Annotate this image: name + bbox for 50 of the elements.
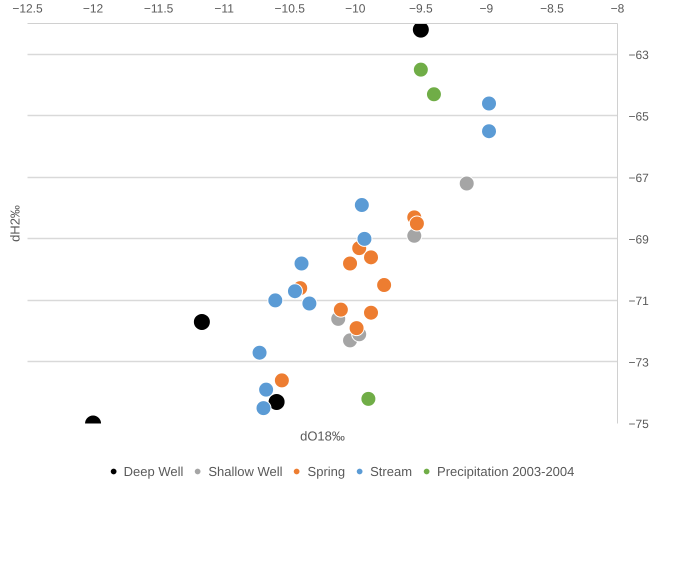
x-tick-label: −9 bbox=[480, 2, 494, 16]
point bbox=[481, 96, 498, 112]
point bbox=[348, 320, 365, 336]
y-tick-label: −69 bbox=[628, 232, 650, 246]
point bbox=[286, 283, 303, 300]
x-tick-label: −11 bbox=[214, 2, 234, 16]
point bbox=[376, 277, 392, 294]
point bbox=[412, 24, 429, 38]
x-tick-label: −10 bbox=[345, 2, 366, 16]
point bbox=[363, 304, 380, 321]
legend-label: Stream bbox=[370, 464, 412, 478]
x-tick-label: −8.5 bbox=[540, 2, 564, 16]
point bbox=[458, 176, 475, 192]
legend-label: Spring bbox=[308, 464, 346, 478]
x-tick-label: −10.5 bbox=[274, 2, 306, 16]
y-tick-label: −67 bbox=[628, 170, 650, 185]
point bbox=[354, 197, 370, 214]
x-axis-title: dO18‰ bbox=[300, 428, 345, 444]
point bbox=[356, 230, 372, 247]
point bbox=[412, 62, 429, 78]
point bbox=[481, 123, 498, 140]
y-axis-title: dH2‰ bbox=[8, 205, 22, 242]
point bbox=[274, 372, 290, 388]
legend-label: Shallow Well bbox=[208, 464, 283, 478]
legend-label: Precipitation 2003-2004 bbox=[437, 464, 574, 478]
point bbox=[194, 314, 210, 330]
point bbox=[363, 249, 380, 266]
y-tick-label: −65 bbox=[628, 109, 650, 124]
point bbox=[332, 302, 349, 318]
point bbox=[256, 400, 272, 416]
point bbox=[268, 394, 285, 410]
point bbox=[301, 296, 318, 312]
y-tick-label: −71 bbox=[628, 294, 650, 308]
x-tick-label: −12 bbox=[82, 2, 104, 16]
y-tick-label: −73 bbox=[628, 355, 650, 370]
point bbox=[258, 382, 274, 398]
x-tick-label: −9.5 bbox=[408, 2, 434, 16]
x-tick-label: −11.5 bbox=[144, 2, 174, 16]
x-tick-label: −12.5 bbox=[12, 2, 44, 16]
point bbox=[294, 256, 310, 272]
point bbox=[360, 390, 376, 407]
y-tick-label: −75 bbox=[628, 417, 650, 431]
point bbox=[267, 292, 284, 308]
point bbox=[426, 86, 442, 102]
point bbox=[252, 344, 268, 361]
legend-label: Deep Well bbox=[124, 464, 184, 478]
y-tick-label: −63 bbox=[628, 48, 650, 62]
x-tick-label: −8 bbox=[610, 2, 625, 16]
point bbox=[342, 256, 358, 272]
point bbox=[408, 216, 425, 232]
